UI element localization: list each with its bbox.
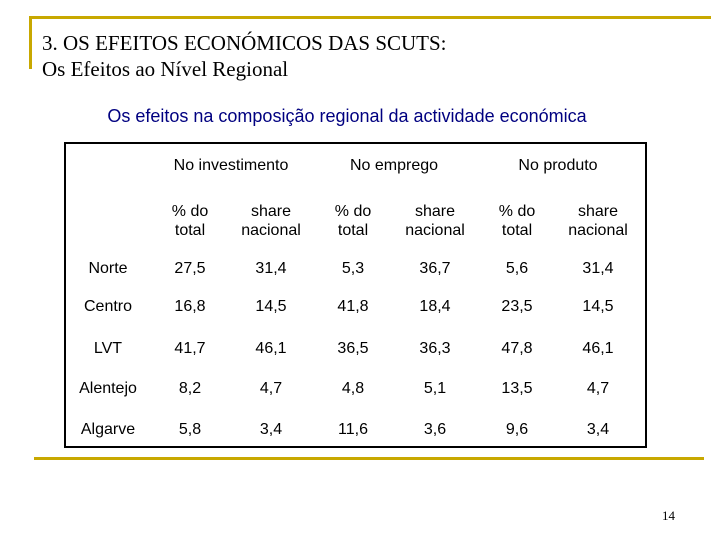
title-frame xyxy=(29,16,711,69)
table-cell: 41,7 xyxy=(174,340,206,357)
table-cell: 3,6 xyxy=(423,421,447,438)
table-cell: 16,8 xyxy=(174,298,206,315)
table-cell: 5,8 xyxy=(178,421,202,438)
table-cell: 5,3 xyxy=(341,260,365,277)
table-cell: 47,8 xyxy=(501,340,533,357)
subheader-line-1: % do xyxy=(334,203,372,220)
table-cell: 36,3 xyxy=(419,340,451,357)
table-cell: 41,8 xyxy=(337,298,369,315)
table-cell: 46,1 xyxy=(582,340,614,357)
table-cell: 4,7 xyxy=(259,380,283,397)
table-cell: 36,5 xyxy=(337,340,369,357)
subheader-line-1: % do xyxy=(171,203,209,220)
table-cell: 14,5 xyxy=(582,298,614,315)
row-region-label: Alentejo xyxy=(79,380,137,397)
subheader-line-1: share xyxy=(577,203,619,220)
group-header: No produto xyxy=(518,157,598,174)
table-cell: 27,5 xyxy=(174,260,206,277)
title-line-2: Os Efeitos ao Nível Regional xyxy=(42,57,289,81)
group-header: No investimento xyxy=(173,157,289,174)
page-number: 14 xyxy=(662,508,675,523)
subheader-line-2: nacional xyxy=(568,222,628,239)
slide-title: 3. OS EFEITOS ECONÓMICOS DAS SCUTS: Os E… xyxy=(42,30,447,82)
regional-effects-table: No investimento No emprego No produto % do t… xyxy=(64,142,647,448)
table-cell: 5,6 xyxy=(505,260,529,277)
table-cell: 36,7 xyxy=(419,260,451,277)
group-header: No emprego xyxy=(349,157,439,174)
table-cell: 5,1 xyxy=(423,380,447,397)
table-cell: 3,4 xyxy=(586,421,610,438)
subheader-line-2: nacional xyxy=(241,222,301,239)
subheader-line-2: nacional xyxy=(405,222,465,239)
subheader-line-1: share xyxy=(414,203,456,220)
row-region-label: Norte xyxy=(88,260,128,277)
table-cell: 4,8 xyxy=(341,380,365,397)
table-cell: 13,5 xyxy=(501,380,533,397)
table-cell: 46,1 xyxy=(255,340,287,357)
title-line-1: 3. OS EFEITOS ECONÓMICOS DAS SCUTS: xyxy=(42,31,447,55)
subheader-line-2: total xyxy=(174,222,206,239)
row-region-label: Centro xyxy=(83,298,133,315)
table-cell: 8,2 xyxy=(178,380,202,397)
table-subtitle: Os efeitos na composição regional da act… xyxy=(107,106,587,126)
table-cell: 31,4 xyxy=(255,260,287,277)
footer-rule xyxy=(34,457,704,460)
table-cell: 23,5 xyxy=(501,298,533,315)
subheader-line-1: % do xyxy=(498,203,536,220)
table-cell: 4,7 xyxy=(586,380,610,397)
table-cell: 11,6 xyxy=(338,421,368,438)
row-region-label: LVT xyxy=(93,340,123,357)
table-cell: 18,4 xyxy=(419,298,451,315)
row-region-label: Algarve xyxy=(80,421,136,438)
table-cell: 14,5 xyxy=(255,298,287,315)
subheader-line-2: total xyxy=(501,222,533,239)
table-cell: 31,4 xyxy=(582,260,614,277)
subheader-line-1: share xyxy=(250,203,292,220)
subheader-line-2: total xyxy=(337,222,369,239)
table-cell: 9,6 xyxy=(505,421,529,438)
table-cell: 3,4 xyxy=(259,421,283,438)
